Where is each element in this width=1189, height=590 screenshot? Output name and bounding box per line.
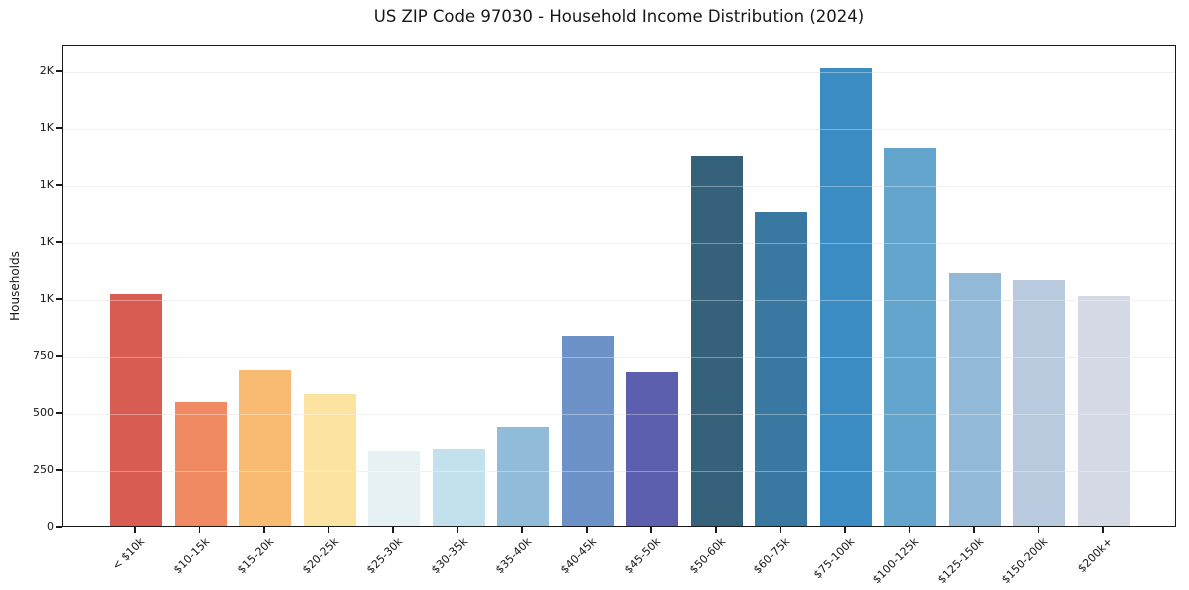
y-tick-label: 0 xyxy=(47,520,54,533)
y-tick-label: 2K xyxy=(39,64,54,78)
grid-line xyxy=(63,72,1175,74)
y-axis-label: Households xyxy=(8,251,22,321)
x-tick-mark xyxy=(198,527,201,533)
x-tick-mark xyxy=(715,527,717,533)
bar xyxy=(368,450,421,526)
y-tick-mark xyxy=(56,355,62,357)
y-tick-label: 500 xyxy=(33,406,54,420)
y-tick-label: 1K xyxy=(39,178,54,192)
x-tick-mark xyxy=(908,527,911,533)
grid-line-overlay xyxy=(63,414,1175,416)
x-tick-mark xyxy=(392,527,394,533)
bar xyxy=(110,293,162,526)
bar xyxy=(174,401,227,526)
bar xyxy=(948,273,1001,526)
grid-line xyxy=(63,357,1175,359)
grid-line-overlay xyxy=(63,72,1175,74)
y-tick-label: 1K xyxy=(39,121,54,135)
bar xyxy=(1078,295,1130,526)
y-tick-mark xyxy=(56,70,62,72)
y-tick-label: 750 xyxy=(33,349,54,363)
chart-title: US ZIP Code 97030 - Household Income Dis… xyxy=(373,7,865,26)
plot-area xyxy=(62,45,1176,527)
y-tick-mark xyxy=(56,241,62,243)
grid-line xyxy=(63,129,1175,131)
y-tick-mark xyxy=(56,469,62,471)
grid-line-overlay xyxy=(63,471,1175,473)
y-tick-label: 250 xyxy=(33,463,54,477)
grid-line xyxy=(63,471,1175,473)
grid-line xyxy=(63,243,1175,245)
bar xyxy=(690,155,743,526)
y-tick-mark xyxy=(56,526,62,528)
grid-line xyxy=(63,414,1175,416)
bar xyxy=(819,67,872,526)
x-tick-mark xyxy=(585,527,588,533)
x-tick-mark xyxy=(327,527,330,533)
bar xyxy=(626,372,679,526)
x-tick-mark xyxy=(1102,527,1104,533)
x-tick-label: < $10k xyxy=(109,535,148,573)
x-tick-mark xyxy=(1037,527,1040,533)
bar xyxy=(239,369,292,526)
bar xyxy=(561,335,614,526)
x-tick-mark xyxy=(844,527,846,533)
bar xyxy=(432,448,485,526)
x-tick-mark xyxy=(650,527,653,533)
grid-line-overlay xyxy=(63,243,1175,245)
y-tick-label: 1K xyxy=(39,235,54,249)
bar xyxy=(497,426,550,526)
bar xyxy=(1013,279,1066,526)
grid-line xyxy=(63,300,1175,302)
y-tick-label: 1K xyxy=(39,292,54,306)
bar xyxy=(884,147,937,526)
y-tick-mark xyxy=(56,298,62,300)
y-tick-mark xyxy=(56,127,62,129)
y-tick-mark xyxy=(56,184,62,186)
x-tick-mark xyxy=(779,527,782,533)
grid-line-overlay xyxy=(63,129,1175,131)
y-tick-mark xyxy=(56,412,62,414)
bar xyxy=(755,211,808,526)
grid-line-overlay xyxy=(63,186,1175,188)
bar xyxy=(303,393,356,526)
x-tick-mark xyxy=(521,527,523,533)
grid-line-overlay xyxy=(63,300,1175,302)
x-tick-mark xyxy=(263,527,265,533)
x-tick-mark xyxy=(973,527,975,533)
grid-line xyxy=(63,186,1175,188)
x-tick-mark xyxy=(456,527,459,533)
grid-line-overlay xyxy=(63,357,1175,359)
x-tick-mark xyxy=(134,527,136,533)
